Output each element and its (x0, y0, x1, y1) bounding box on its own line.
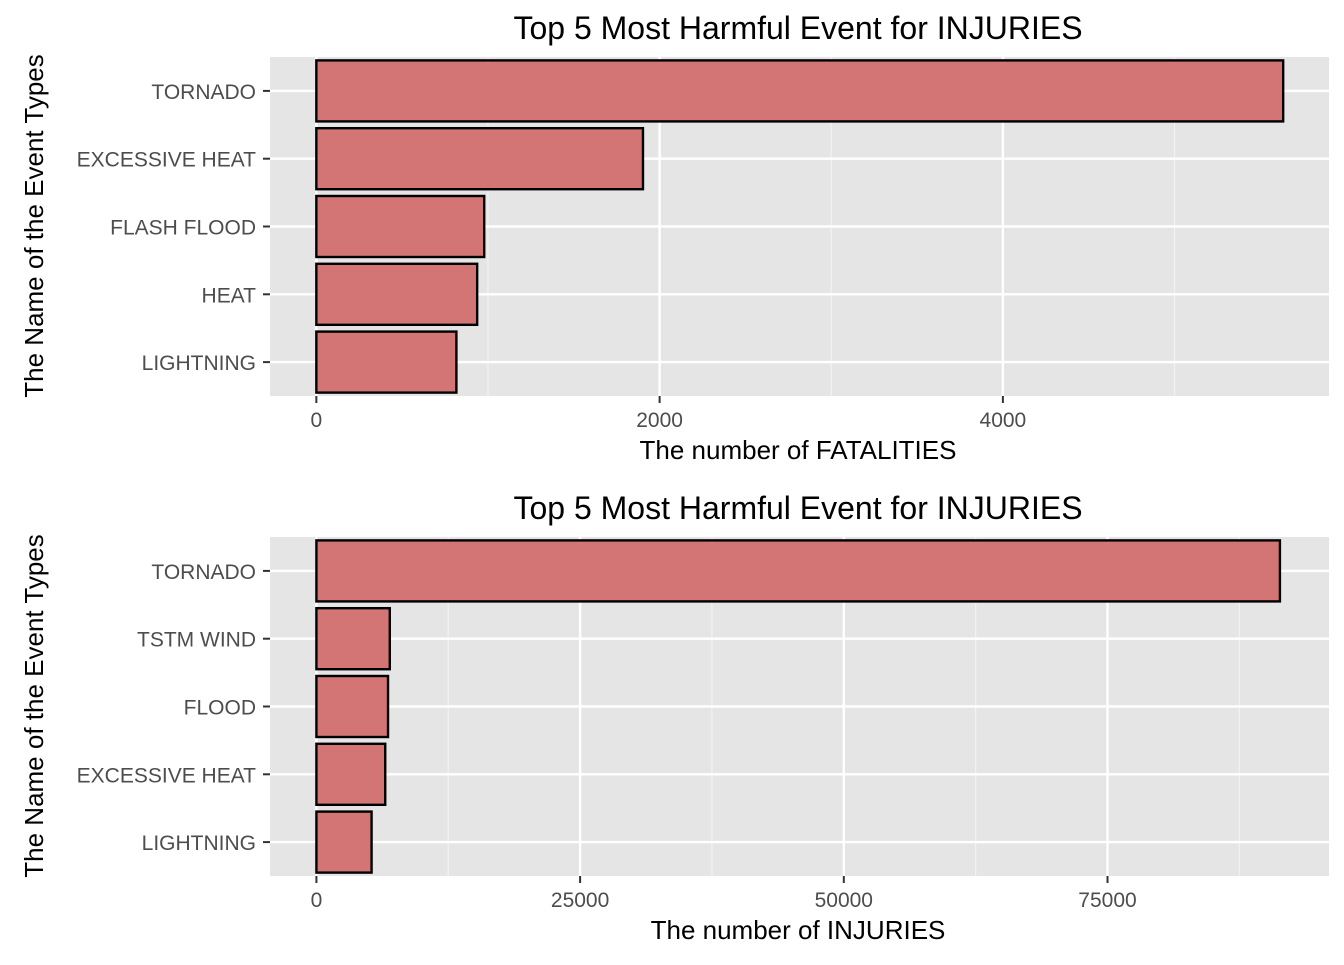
bar-excessive-heat (315, 742, 387, 807)
x-tick-label: 2000 (636, 409, 683, 432)
chart-2-plot-area: TORNADO TSTM WIND FLOOD EXCESSIVE HEAT LIGHT… (77, 537, 1329, 912)
y-tick-label: FLOOD (184, 697, 256, 720)
y-tick-label: EXCESSIVE HEAT (77, 149, 257, 172)
bar-tornado (315, 59, 1285, 123)
y-tick-label: TSTM WIND (137, 629, 256, 652)
x-tick-label: 0 (311, 889, 323, 912)
chart-1-plot-area: TORNADO EXCESSIVE HEAT FLASH FLOOD HEAT LIGH… (77, 57, 1329, 432)
bar-lightning (315, 330, 458, 394)
x-tick-label: 4000 (980, 409, 1027, 432)
bar-heat (315, 262, 479, 327)
x-tick-label: 50000 (815, 889, 873, 912)
chart-1: Top 5 Most Harmful Event for INJURIES Th… (19, 10, 1329, 465)
x-tick-label: 75000 (1078, 889, 1136, 912)
x-tick-label: 25000 (551, 889, 609, 912)
y-tick-label: LIGHTNING (142, 832, 256, 855)
chart-1-title: Top 5 Most Harmful Event for INJURIES (513, 10, 1082, 46)
x-tick-label: 0 (310, 409, 322, 432)
bar-excessive-heat (315, 126, 645, 191)
chart-1-y-axis-label: The Name of the Event Types (19, 54, 49, 397)
y-tick-label: TORNADO (151, 81, 256, 104)
bar-flood (315, 674, 390, 739)
y-tick-label: TORNADO (151, 561, 256, 584)
chart-2-title: Top 5 Most Harmful Event for INJURIES (513, 490, 1082, 526)
chart-1-x-axis-label: The number of FATALITIES (640, 435, 957, 465)
bar-flash-flood (315, 194, 486, 259)
bar-tstm-wind (315, 606, 391, 671)
y-tick-label: HEAT (202, 284, 257, 307)
bar-tornado (315, 539, 1282, 603)
bar-lightning (315, 810, 373, 874)
y-tick-label: EXCESSIVE HEAT (77, 764, 257, 787)
y-tick-label: LIGHTNING (142, 352, 256, 375)
chart-2-y-axis-label: The Name of the Event Types (19, 534, 49, 877)
y-tick-label: FLASH FLOOD (110, 217, 256, 240)
chart-2-x-axis-label: The number of INJURIES (651, 915, 946, 945)
chart-2: Top 5 Most Harmful Event for INJURIES Th… (19, 490, 1329, 945)
